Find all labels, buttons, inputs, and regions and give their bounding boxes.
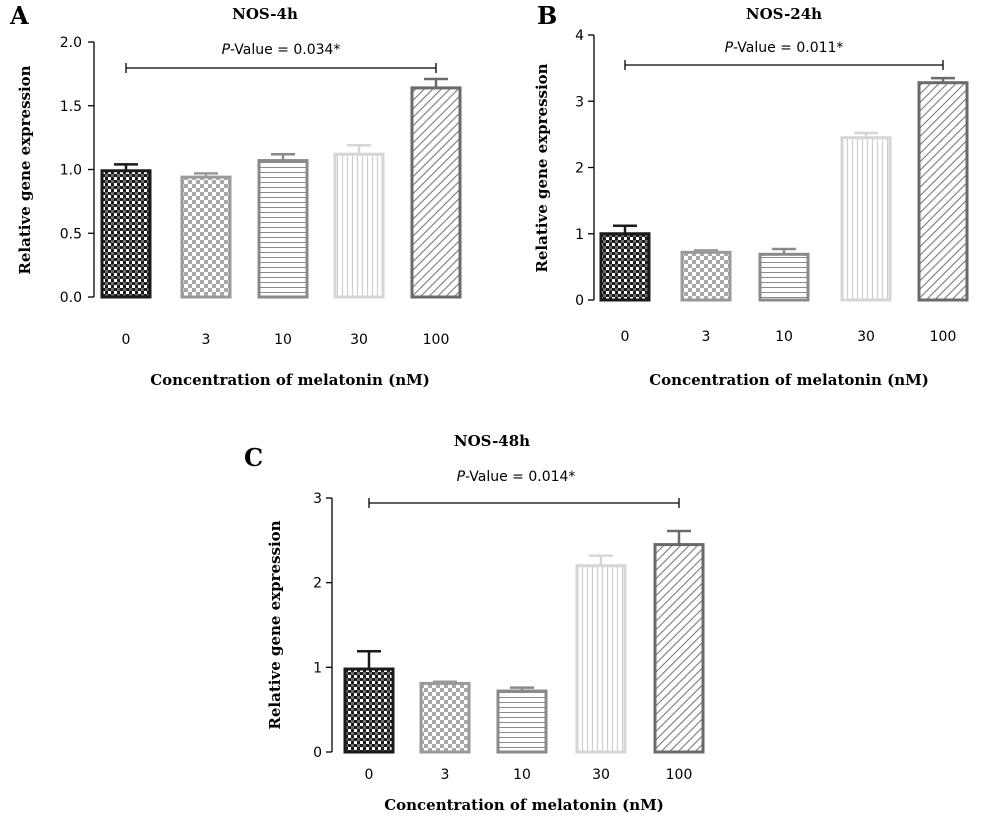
x-axis-title: Concentration of melatonin (nM): [384, 796, 664, 814]
x-tick-label: 100: [930, 329, 957, 345]
x-tick-label: 10: [513, 767, 531, 783]
bar: [680, 250, 732, 302]
y-tick-label: 1.5: [60, 99, 82, 115]
y-axis-title: Relative gene expression: [16, 65, 34, 274]
panel-c-chart: C NOS-48h P-Value = 0.014* Relative gene…: [244, 432, 705, 814]
bar: [257, 159, 309, 299]
x-tick-label: 0: [122, 332, 131, 348]
bar: [180, 175, 232, 299]
chart-title: NOS-48h: [454, 432, 530, 450]
bar: [599, 232, 651, 302]
y-tick-label: 1: [575, 227, 584, 243]
x-tick-label: 0: [365, 767, 374, 783]
y-axis-title: Relative gene expression: [266, 520, 284, 729]
y-axis-title: Relative gene expression: [533, 63, 551, 272]
y-tick-label: 1: [313, 660, 322, 676]
y-tick-label: 2.0: [60, 35, 82, 51]
y-tick-label: 0: [575, 293, 584, 309]
panel-letter-c: C: [244, 443, 263, 472]
x-tick-label: 3: [441, 767, 450, 783]
y-tick-label: 0: [313, 745, 322, 761]
p-value-text: -Value = 0.034*: [230, 42, 340, 58]
y-tick-label: 2: [313, 576, 322, 592]
x-tick-label: 3: [202, 332, 211, 348]
x-tick-label: 10: [274, 332, 292, 348]
panel-a-chart: A NOS-4h P-Value = 0.034* Relative gene …: [9, 1, 462, 389]
p-value-text: -Value = 0.011*: [733, 40, 843, 56]
x-tick-label: 30: [350, 332, 368, 348]
bar: [840, 136, 892, 302]
p-value-prefix: P: [457, 469, 466, 485]
x-axis-title: Concentration of melatonin (nM): [150, 371, 430, 389]
bar: [758, 252, 810, 302]
y-tick-label: 3: [313, 491, 322, 507]
x-tick-label: 0: [621, 329, 630, 345]
bar: [100, 169, 152, 299]
p-value-text: -Value = 0.014*: [465, 469, 575, 485]
panel-b-chart: B NOS-24h P-Value = 0.011* Relative gene…: [533, 1, 969, 389]
p-value-annotation: P-Value = 0.034*: [222, 42, 341, 58]
bar: [419, 681, 471, 754]
bar: [575, 564, 627, 754]
x-tick-label: 100: [423, 332, 450, 348]
y-tick-label: 0.0: [60, 290, 82, 306]
x-tick-label: 3: [702, 329, 711, 345]
bar: [917, 81, 969, 302]
chart-title: NOS-4h: [232, 5, 298, 23]
bar: [343, 667, 395, 754]
p-value-prefix: P: [222, 42, 231, 58]
p-value-annotation: P-Value = 0.014*: [457, 469, 576, 485]
plot-area: 0.0 0.5 1.0 1.5 2.0 0 3 10 30 100: [60, 35, 462, 348]
bar: [653, 543, 705, 754]
plot-area: 0 1 2 3 4 0 3 10 30 100: [575, 28, 969, 345]
panel-letter-b: B: [537, 1, 557, 30]
y-tick-label: 2: [575, 161, 584, 177]
x-axis-title: Concentration of melatonin (nM): [649, 371, 929, 389]
x-tick-label: 10: [775, 329, 793, 345]
chart-title: NOS-24h: [746, 5, 822, 23]
panel-letter-a: A: [9, 1, 29, 30]
y-tick-label: 4: [575, 28, 584, 44]
y-tick-label: 1.0: [60, 163, 82, 179]
y-tick-label: 3: [575, 94, 584, 110]
bar: [496, 689, 548, 754]
x-tick-label: 100: [666, 767, 693, 783]
p-value-prefix: P: [725, 40, 734, 56]
x-tick-label: 30: [857, 329, 875, 345]
bar: [333, 152, 385, 299]
p-value-annotation: P-Value = 0.011*: [725, 40, 844, 56]
bar: [410, 86, 462, 299]
x-tick-label: 30: [592, 767, 610, 783]
y-tick-label: 0.5: [60, 226, 82, 242]
